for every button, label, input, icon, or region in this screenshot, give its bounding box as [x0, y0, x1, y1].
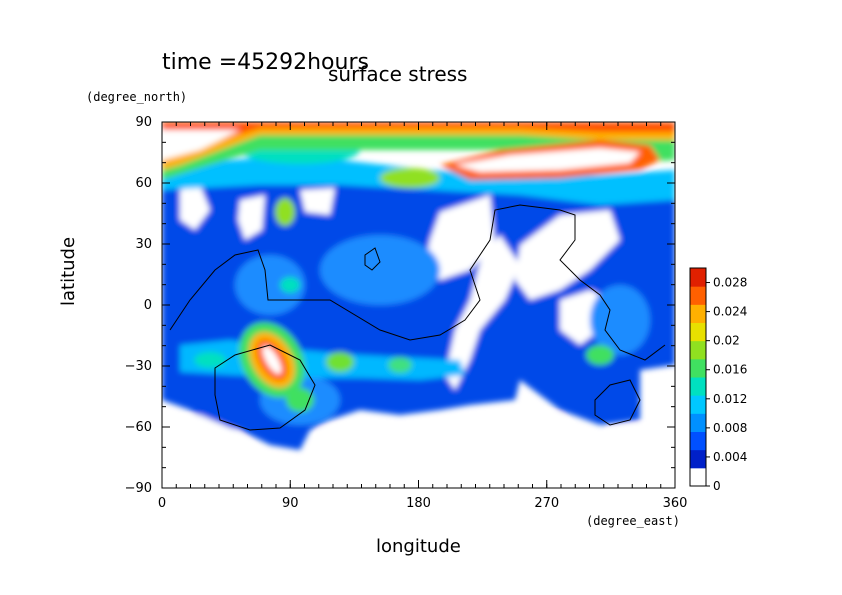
colorbar-swatch [690, 431, 706, 451]
colorbar-tick-label: 0.004 [713, 450, 747, 464]
x-axis-unit: (degree_east) [586, 514, 680, 528]
x-tick-label: 180 [406, 496, 431, 511]
y-tick-label: 90 [135, 115, 152, 130]
coastline-contours [169, 204, 666, 431]
colorbar-tick-label: 0.02 [713, 334, 740, 348]
colorbar-tick-label: 0.028 [713, 276, 747, 290]
colorbar-swatch [690, 268, 706, 287]
coastline-south [214, 344, 316, 431]
colorbar-swatch [690, 358, 706, 378]
colorbar-swatch [690, 449, 706, 469]
y-tick-label: −30 [125, 359, 152, 374]
chart-title: surface stress [328, 62, 468, 86]
coastline-island [594, 379, 641, 426]
colorbar-swatch [690, 377, 706, 396]
colorbar-tick-label: 0.024 [713, 305, 747, 319]
colorbar-swatch [690, 286, 706, 305]
x-axis-label: longitude [376, 536, 461, 557]
y-tick-label: 30 [135, 237, 152, 252]
colorbar-swatch [690, 304, 706, 323]
axes: 0 90 180 270 360 90 60 30 0 −30 −60 −90 [125, 115, 688, 511]
colorbar-tick-label: 0.008 [713, 421, 747, 435]
colorbar: 0.028 0.024 0.02 0.016 0.012 0.008 0.004 0 [689, 267, 747, 493]
y-tick-label: 60 [135, 176, 152, 191]
coastline-main [169, 204, 666, 361]
colorbar-swatch [690, 322, 706, 342]
colorbar-tick-label: 0.012 [713, 392, 747, 406]
colorbar-frame [689, 267, 707, 487]
colorbar-swatch [690, 413, 706, 432]
x-tick-label: 90 [282, 496, 299, 511]
colorbar-swatch [690, 395, 706, 414]
heatmap-field [162, 122, 675, 470]
colorbar-swatch [690, 340, 706, 360]
x-tick-label: 270 [534, 496, 559, 511]
colorbar-tick-label: 0.016 [713, 363, 747, 377]
coastline-islet [364, 247, 381, 271]
y-tick-label: −60 [125, 420, 152, 435]
y-tick-label: 0 [144, 298, 152, 313]
y-tick-label: −90 [125, 481, 152, 496]
time-label: time =45292hours [162, 50, 369, 75]
colorbar-tick-label: 0 [713, 479, 721, 493]
x-tick-label: 0 [158, 496, 166, 511]
y-axis-unit: (degree_north) [86, 90, 188, 104]
colorbar-swatch [690, 467, 706, 487]
x-tick-label: 360 [663, 496, 688, 511]
